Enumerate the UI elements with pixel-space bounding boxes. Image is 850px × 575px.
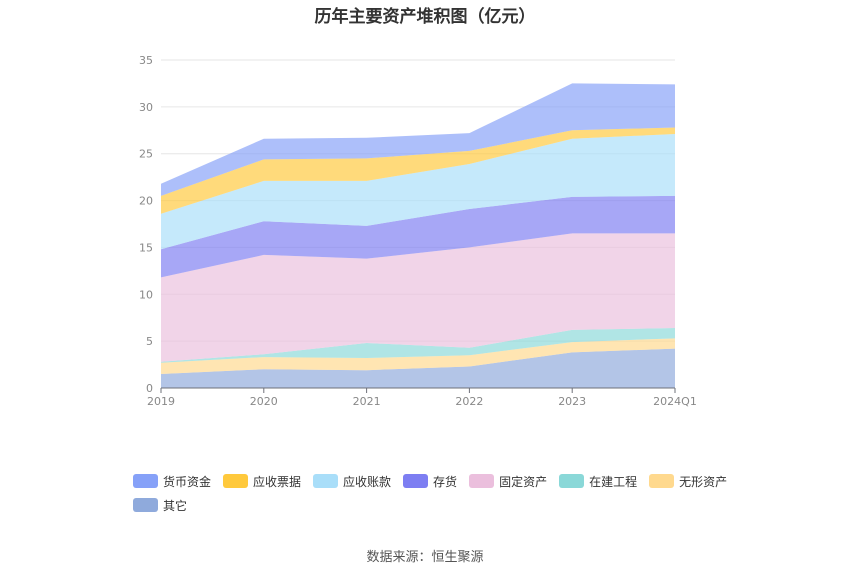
area-series-5 xyxy=(161,134,675,250)
legend-swatch xyxy=(133,474,158,488)
legend-swatch xyxy=(559,474,585,488)
legend-item[interactable]: 其它 xyxy=(133,497,187,513)
x-tick-label: 2023 xyxy=(558,395,586,408)
legend-label: 应收票据 xyxy=(253,474,302,489)
y-tick-label: 30 xyxy=(139,101,153,114)
source-note: 数据来源：恒生聚源 xyxy=(366,550,484,565)
x-tick-label: 2020 xyxy=(250,395,278,408)
legend: 货币资金 应收票据 应收账款 存货 固定资产 在建工程 无形资产其它 xyxy=(133,473,753,513)
y-tick-label: 20 xyxy=(139,195,153,208)
legend-label: 固定资产 xyxy=(499,474,548,489)
y-tick-label: 15 xyxy=(139,241,153,254)
area-series-6 xyxy=(161,127,675,214)
x-tick-label: 2021 xyxy=(353,395,381,408)
chart-title: 历年主要资产堆积图（亿元） xyxy=(314,7,536,27)
legend-item[interactable]: 无形资产 xyxy=(649,473,727,489)
area-series-1 xyxy=(161,338,675,374)
legend-label: 存货 xyxy=(433,474,458,489)
y-tick-label: 25 xyxy=(139,148,153,161)
x-tick-label: 2024Q1 xyxy=(653,395,697,408)
legend-label: 货币资金 xyxy=(163,474,212,489)
legend-item[interactable]: 存货 xyxy=(403,473,457,489)
legend-label: 无形资产 xyxy=(679,474,728,489)
y-tick-label: 10 xyxy=(139,288,153,301)
legend-swatch xyxy=(133,498,158,512)
y-tick-label: 5 xyxy=(146,335,153,348)
y-tick-label: 35 xyxy=(139,54,153,67)
legend-swatch xyxy=(649,474,675,488)
legend-label: 其它 xyxy=(163,498,188,513)
legend-label: 应收账款 xyxy=(343,474,392,489)
area-series-4 xyxy=(161,195,675,278)
legend-item[interactable]: 货币资金 xyxy=(133,473,211,489)
area-series-7 xyxy=(161,83,675,196)
legend-swatch xyxy=(313,474,339,488)
area-series-2 xyxy=(161,328,675,363)
x-tick-label: 2019 xyxy=(147,395,175,408)
legend-item[interactable]: 固定资产 xyxy=(469,473,547,489)
legend-item[interactable]: 应收票据 xyxy=(223,473,301,489)
axis-layer: 0 5 10 15 20 25 30 35 2019 2020 2021 2022 2023 2024Q1 xyxy=(139,54,697,408)
y-tick-label: 0 xyxy=(146,382,153,395)
legend-label: 在建工程 xyxy=(589,474,638,489)
legend-item[interactable]: 应收账款 xyxy=(313,473,391,489)
legend-swatch xyxy=(223,474,249,488)
legend-swatch xyxy=(403,474,429,488)
area-series-0 xyxy=(161,348,675,388)
legend-swatch xyxy=(469,474,495,488)
x-tick-label: 2022 xyxy=(455,395,483,408)
area-layer xyxy=(161,83,675,388)
legend-item[interactable]: 在建工程 xyxy=(559,473,637,489)
area-series-3 xyxy=(161,233,675,362)
